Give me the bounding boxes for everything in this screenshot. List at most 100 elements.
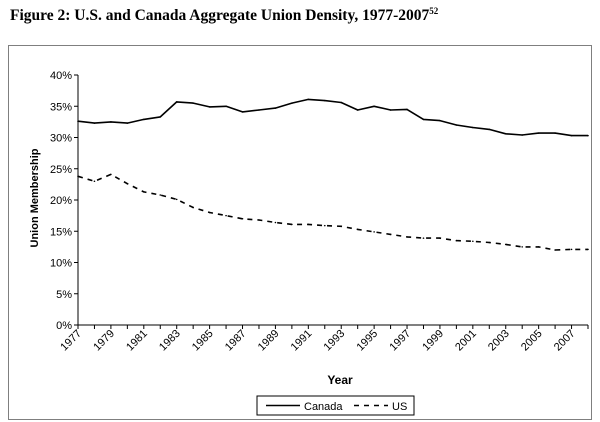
- data-point-canada: [159, 116, 162, 118]
- x-axis-title: Year: [327, 373, 353, 387]
- x-tick-label: 1985: [190, 328, 216, 354]
- figure-title-text: Figure 2: U.S. and Canada Aggregate Unio…: [10, 7, 430, 25]
- data-point-us: [488, 241, 491, 244]
- x-tick-label: 1997: [387, 328, 413, 354]
- data-point-us: [274, 221, 277, 224]
- x-tick-label: 2001: [453, 328, 479, 354]
- legend-label-canada: Canada: [304, 401, 343, 413]
- data-point-canada: [323, 99, 326, 102]
- data-point-canada: [406, 108, 408, 111]
- data-point-us: [504, 243, 507, 246]
- data-point-us: [110, 173, 112, 176]
- y-tick-label: 15%: [50, 226, 72, 238]
- data-point-canada: [587, 134, 589, 137]
- data-point-us: [340, 225, 343, 228]
- y-tick-label: 10%: [50, 258, 72, 270]
- data-point-canada: [356, 109, 359, 111]
- data-point-us: [439, 237, 441, 239]
- data-point-canada: [77, 120, 79, 123]
- data-point-us: [241, 217, 244, 220]
- x-tick-label: 1987: [223, 328, 249, 354]
- data-point-canada: [455, 124, 458, 126]
- data-point-canada: [192, 102, 194, 104]
- data-point-canada: [110, 121, 112, 123]
- data-point-us: [554, 249, 556, 251]
- data-point-us: [472, 240, 474, 243]
- x-tick-label: 1995: [354, 328, 380, 354]
- data-point-us: [143, 191, 145, 193]
- series-layer: [77, 98, 589, 251]
- data-point-canada: [208, 106, 211, 108]
- x-tick-label: 2003: [486, 328, 512, 354]
- data-point-us: [422, 237, 425, 239]
- data-point-us: [389, 233, 392, 236]
- data-point-us: [537, 246, 540, 248]
- x-tick-label: 1993: [322, 328, 348, 354]
- y-axis: 0% 5% 10% 15% 20% 25% 30% 35% 40%: [50, 70, 79, 332]
- data-point-us: [208, 211, 211, 214]
- data-point-canada: [537, 132, 540, 134]
- data-point-canada: [554, 132, 556, 134]
- legend-label-us: US: [392, 401, 407, 413]
- data-point-canada: [241, 111, 244, 113]
- chart-frame: [8, 45, 592, 420]
- x-tick-label: 1981: [124, 328, 150, 354]
- data-point-us: [159, 194, 162, 196]
- data-point-us: [521, 246, 523, 248]
- series-line-us: [77, 173, 588, 251]
- x-tick-label: 1983: [157, 328, 183, 354]
- y-tick-label: 40%: [50, 70, 72, 82]
- data-point-us: [93, 180, 96, 183]
- data-point-us: [323, 224, 326, 227]
- x-tick-label: 1989: [256, 328, 282, 354]
- x-tick-label: 1999: [420, 328, 446, 354]
- x-tick-label: 2005: [519, 328, 545, 354]
- data-point-canada: [439, 119, 441, 122]
- series-line-canada: [77, 98, 588, 137]
- data-point-canada: [225, 105, 227, 108]
- data-point-us: [291, 223, 293, 226]
- y-tick-label: 25%: [50, 164, 72, 176]
- data-point-canada: [143, 118, 145, 121]
- legend-box: [256, 395, 415, 416]
- x-tick-label: 1979: [91, 328, 117, 354]
- data-point-canada: [274, 107, 277, 109]
- data-point-us: [356, 228, 359, 231]
- data-point-us: [225, 214, 227, 217]
- figure-title: Figure 2: U.S. and Canada Aggregate Unio…: [10, 6, 438, 25]
- data-point-canada: [307, 98, 310, 101]
- data-point-canada: [521, 134, 523, 136]
- data-point-us: [570, 248, 573, 251]
- y-tick-label: 20%: [50, 195, 72, 207]
- x-tick-label: 2007: [552, 328, 578, 354]
- data-point-us: [373, 231, 375, 233]
- data-point-us: [192, 206, 194, 209]
- data-point-canada: [340, 101, 343, 104]
- x-tick-label: 1991: [289, 328, 315, 354]
- data-point-canada: [373, 105, 375, 108]
- data-point-canada: [258, 109, 260, 111]
- data-point-canada: [175, 101, 178, 103]
- data-point-canada: [389, 109, 392, 111]
- data-point-canada: [504, 132, 507, 135]
- x-axis: 1977 1979 1981 1983 1985 1987 1989 1991 1993 1995…: [58, 324, 589, 354]
- data-point-us: [258, 219, 260, 221]
- data-point-canada: [126, 122, 129, 124]
- y-tick-label: 5%: [56, 289, 72, 301]
- data-point-canada: [472, 126, 474, 129]
- data-point-us: [455, 239, 458, 242]
- data-point-canada: [570, 134, 573, 137]
- data-point-us: [307, 223, 310, 226]
- data-point-us: [77, 175, 79, 178]
- footnote-marker: 52: [429, 6, 439, 16]
- y-tick-label: 30%: [50, 133, 72, 145]
- data-point-us: [175, 198, 178, 201]
- data-point-canada: [488, 128, 491, 131]
- legend: Canada US: [256, 395, 415, 416]
- data-point-canada: [93, 122, 96, 124]
- y-tick-label: 0%: [56, 320, 72, 332]
- data-point-us: [587, 248, 589, 251]
- data-point-canada: [422, 118, 425, 121]
